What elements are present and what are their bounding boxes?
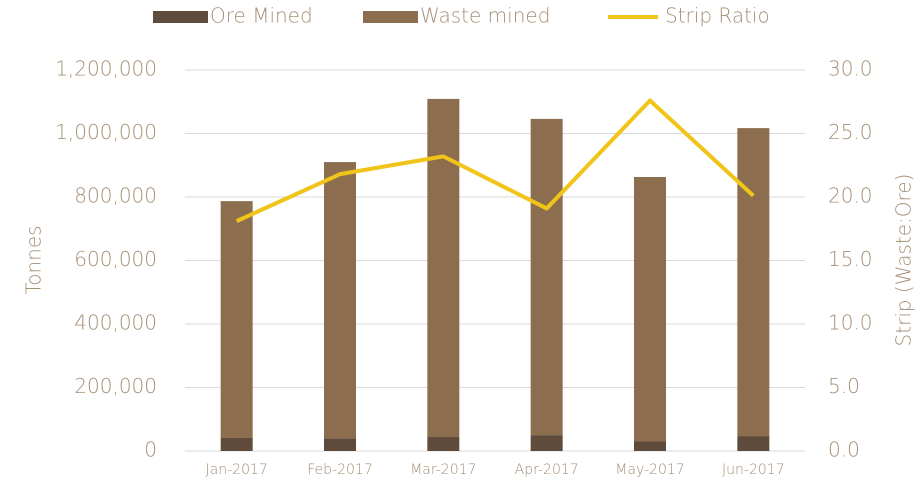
- y-tick-label: 400,000: [74, 311, 157, 335]
- y-tick-label: 1,000,000: [55, 120, 157, 144]
- x-tick-label: May-2017: [615, 462, 684, 478]
- y-axis-title: Tonnes: [22, 225, 46, 294]
- bar: [634, 441, 666, 451]
- y2-tick-label: 0.0: [828, 438, 860, 462]
- y-tick-label: 600,000: [74, 247, 157, 271]
- y2-tick-label: 25.0: [828, 120, 873, 144]
- x-tick-label: Feb-2017: [307, 462, 372, 478]
- legend-swatch: [153, 11, 208, 23]
- x-tick-label: Apr-2017: [515, 462, 579, 478]
- bar: [530, 118, 563, 436]
- y2-tick-label: 10.0: [828, 311, 873, 335]
- bar: [427, 437, 460, 451]
- bar: [220, 437, 253, 451]
- y2-tick-label: 5.0: [828, 374, 860, 398]
- bar: [634, 176, 666, 442]
- y-tick-label: 200,000: [74, 374, 157, 398]
- y2-axis-title: Strip (Waste:Ore): [892, 174, 916, 347]
- bar: [324, 438, 356, 451]
- x-tick-label: Jun-2017: [722, 462, 785, 478]
- y2-tick-label: 15.0: [828, 247, 873, 271]
- bar: [530, 435, 563, 451]
- bar: [427, 98, 460, 438]
- y-tick-label: 0: [144, 438, 157, 462]
- bar: [324, 162, 356, 439]
- y2-tick-label: 30.0: [828, 57, 873, 81]
- bar: [220, 201, 253, 438]
- x-tick-label: Mar-2017: [410, 462, 476, 478]
- bar: [737, 128, 770, 437]
- y-tick-label: 1,200,000: [55, 57, 157, 81]
- bar: [737, 436, 770, 451]
- legend-swatch: [363, 11, 418, 23]
- y-tick-label: 800,000: [74, 184, 157, 208]
- y2-tick-label: 20.0: [828, 184, 873, 208]
- x-tick-label: Jan-2017: [206, 462, 268, 478]
- line: [235, 98, 755, 223]
- legend-label: Strip Ratio: [665, 4, 770, 28]
- legend-label: Ore Mined: [210, 4, 313, 28]
- legend-label: Waste mined: [420, 4, 550, 28]
